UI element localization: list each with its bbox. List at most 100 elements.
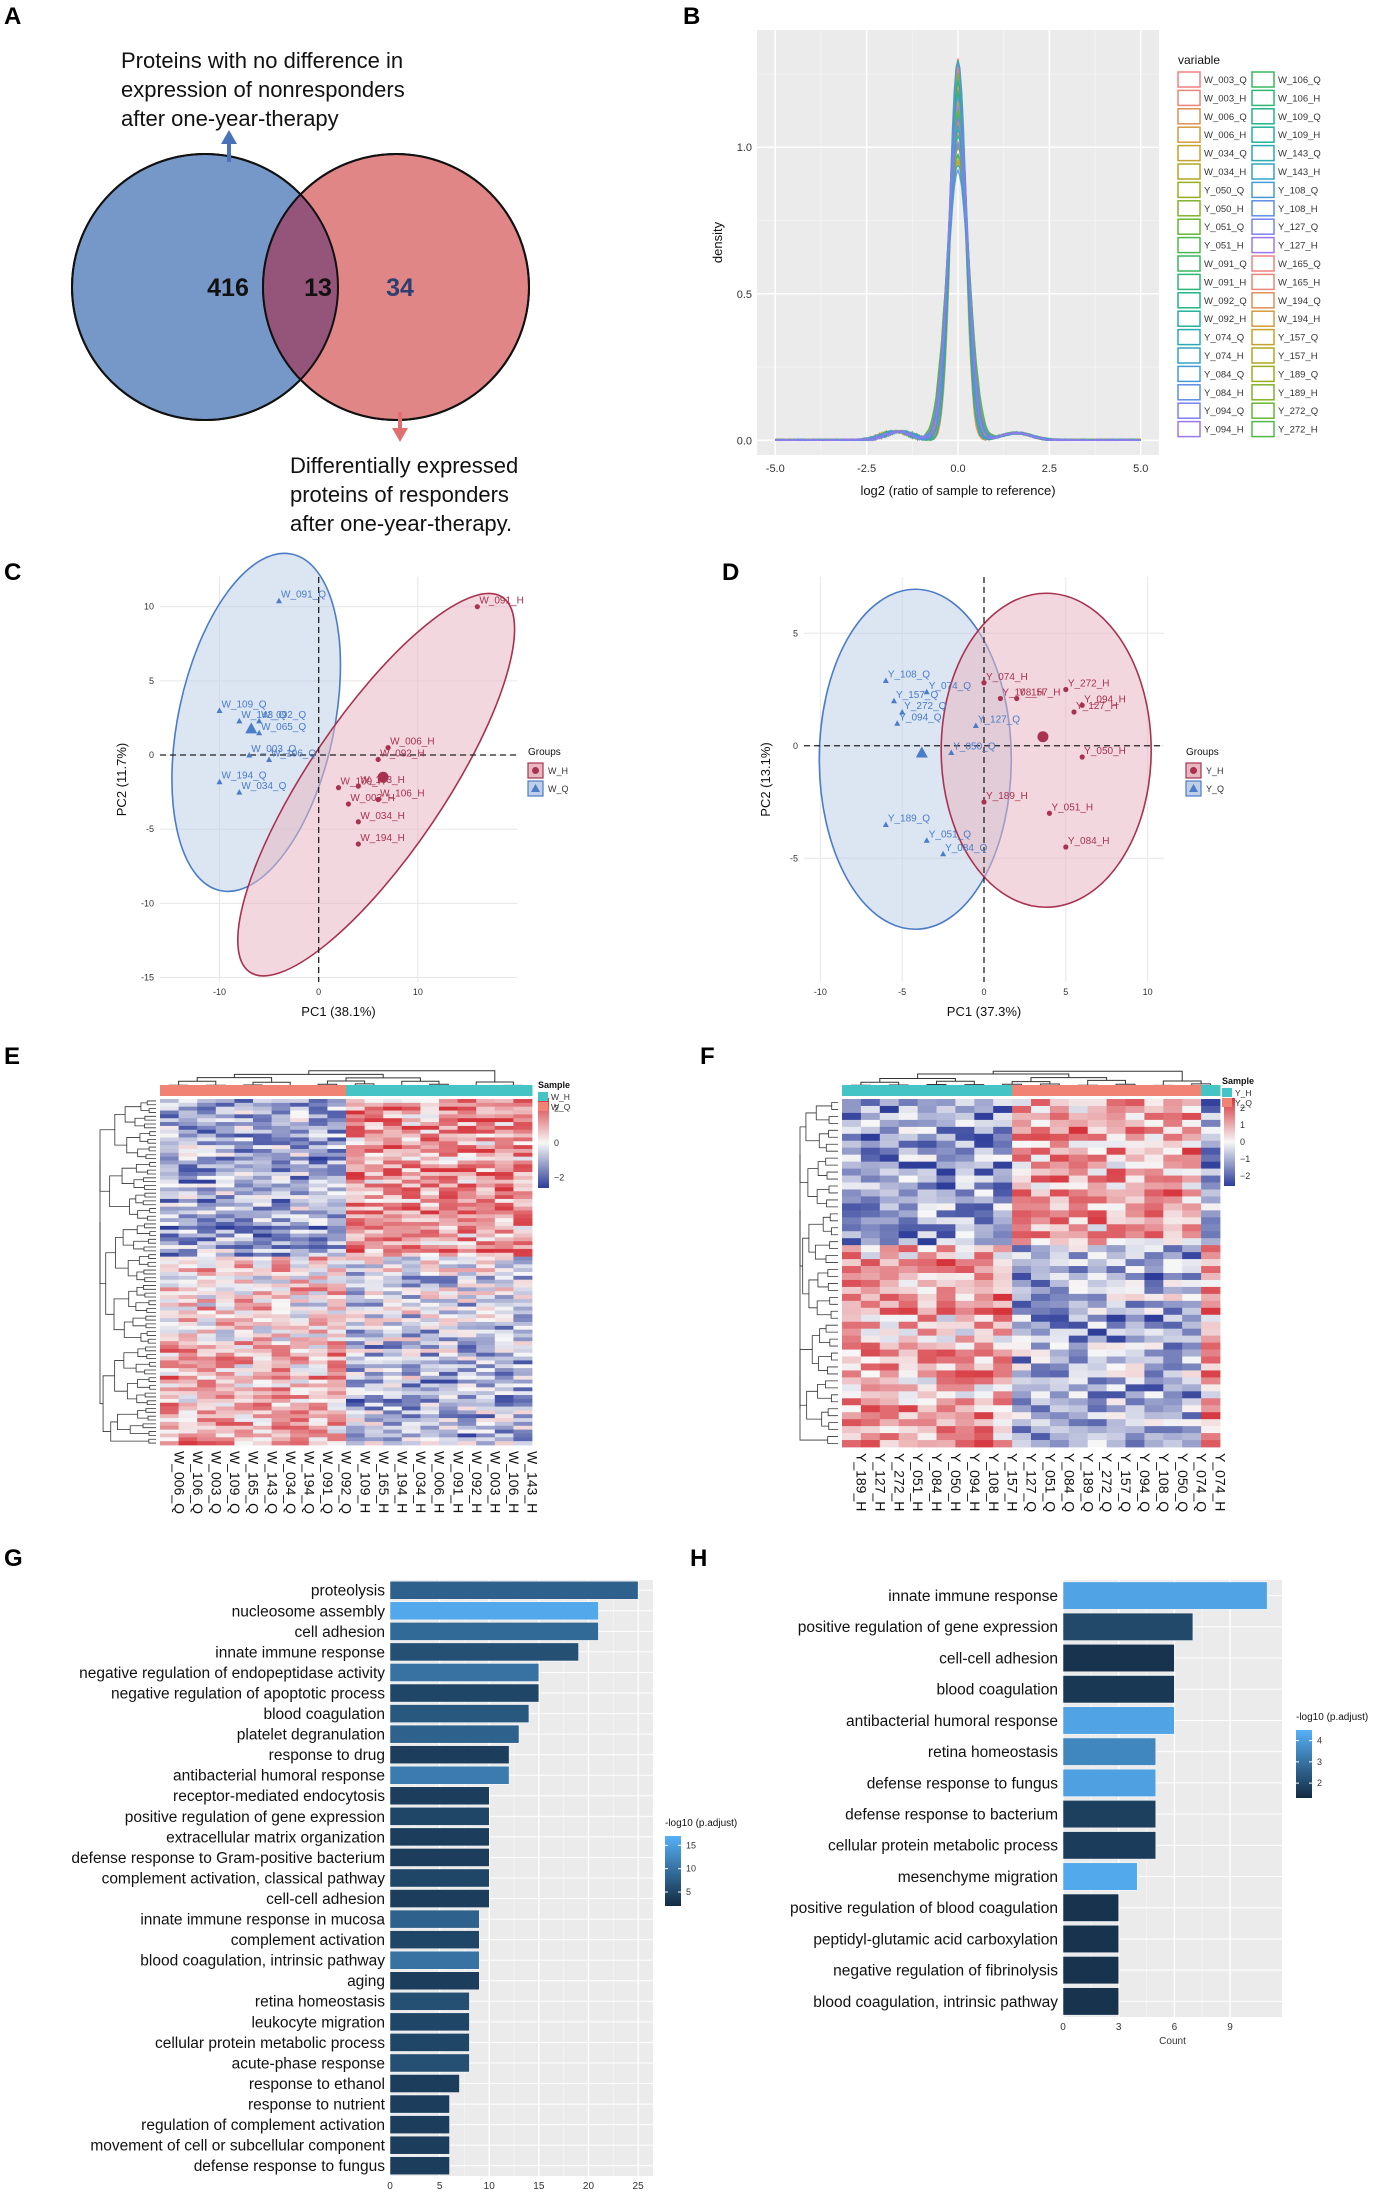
heatmap-cell <box>215 1356 235 1361</box>
heatmap-cell <box>253 1379 272 1384</box>
heatmap-cell <box>234 1206 254 1211</box>
row-dendrogram-branch <box>99 1222 104 1405</box>
heatmap-cell <box>917 1349 937 1357</box>
heatmap-cell <box>439 1106 458 1111</box>
legend-key <box>1177 273 1201 291</box>
heatmap-cell <box>327 1229 347 1234</box>
heatmap-cell <box>898 1356 918 1364</box>
heatmap-cell <box>401 1191 421 1196</box>
annotation-cell <box>879 1085 900 1096</box>
y-tick-label: -10 <box>141 898 154 908</box>
heatmap-cell <box>364 1368 384 1373</box>
heatmap-cell <box>457 1272 477 1277</box>
heatmap-cell <box>308 1275 328 1281</box>
heatmap-cell <box>253 1129 272 1134</box>
bar <box>389 1807 490 1826</box>
heatmap-cell <box>1201 1217 1221 1225</box>
heatmap-cell <box>879 1238 900 1246</box>
heatmap-cell <box>513 1225 533 1231</box>
heatmap-cell <box>1087 1133 1107 1142</box>
heatmap-cell <box>197 1379 217 1384</box>
heatmap-cell <box>178 1225 198 1231</box>
heatmap-cell <box>1087 1224 1107 1232</box>
heatmap-cell <box>1049 1140 1070 1149</box>
legend-tick-label: 5 <box>686 1887 691 1897</box>
heatmap-cell <box>1144 1203 1164 1211</box>
heatmap-cell <box>936 1140 956 1149</box>
bar <box>389 2012 470 2032</box>
heatmap-cell <box>271 1148 291 1154</box>
heatmap-cell <box>234 1195 254 1200</box>
heatmap-cell <box>308 1164 328 1169</box>
heatmap-cell <box>178 1210 198 1215</box>
heatmap-cell <box>457 1210 477 1215</box>
heatmap-cell <box>178 1398 198 1404</box>
heatmap-cell <box>1031 1433 1051 1441</box>
heatmap-cell <box>513 1441 533 1446</box>
heatmap-cell <box>955 1147 975 1156</box>
row-dendrogram-branch <box>145 1323 156 1329</box>
heatmap-cell <box>327 1206 347 1211</box>
bar-category-label: antibacterial humoral response <box>846 1713 1058 1730</box>
legend-label: W_091_H <box>1204 277 1246 288</box>
heatmap-cell <box>1125 1203 1145 1211</box>
row-dendrogram-branch <box>148 1431 156 1436</box>
heatmap-cell <box>160 1291 179 1296</box>
heatmap-cell <box>1031 1133 1051 1142</box>
heatmap-cell <box>974 1405 994 1413</box>
heatmap-cell <box>439 1156 458 1161</box>
heatmap-cell <box>383 1175 403 1181</box>
heatmap-cell <box>1201 1426 1221 1434</box>
heatmap-cell <box>1087 1419 1107 1427</box>
column-label: W_143_Q <box>264 1451 280 1514</box>
legend-label: Y_050_H <box>1204 204 1244 215</box>
heatmap-cell <box>215 1321 235 1327</box>
row-dendrogram-branch <box>831 1394 838 1403</box>
heatmap-cell <box>215 1122 235 1127</box>
heatmap-cell <box>860 1203 881 1211</box>
heatmap-cell <box>879 1300 900 1309</box>
annotation-cell <box>1012 1085 1032 1096</box>
heatmap-cell <box>271 1264 291 1269</box>
heatmap-cell <box>1163 1356 1183 1364</box>
heatmap-cell <box>1163 1189 1183 1197</box>
heatmap-cell <box>439 1183 458 1188</box>
heatmap-cell <box>898 1217 918 1225</box>
heatmap-cell <box>160 1287 179 1292</box>
heatmap-cell <box>364 1179 384 1184</box>
column-dendrogram-branch <box>1087 1079 1126 1086</box>
pca-point <box>256 717 263 724</box>
heatmap-cell <box>457 1441 477 1446</box>
heatmap-cell <box>494 1206 514 1211</box>
heatmap-cell <box>364 1318 384 1323</box>
heatmap-cell <box>178 1106 198 1111</box>
heatmap-cell <box>974 1147 994 1156</box>
row-dendrogram-branch <box>145 1315 156 1321</box>
heatmap-cell <box>364 1295 384 1300</box>
heatmap-cell <box>494 1314 514 1319</box>
heatmap-cell <box>439 1383 458 1388</box>
heatmap-cell <box>860 1384 881 1392</box>
heatmap-cell <box>215 1114 235 1119</box>
heatmap-cell <box>494 1283 514 1288</box>
annotation-legend-key <box>1222 1098 1232 1107</box>
heatmap-cell <box>1201 1419 1221 1427</box>
column-dendrogram-branch <box>992 1070 1183 1082</box>
heatmap-cell <box>215 1202 235 1208</box>
heatmap-cell <box>494 1202 514 1208</box>
row-dendrogram-branch <box>829 1213 838 1222</box>
heatmap-cell <box>457 1356 477 1361</box>
heatmap-cell <box>993 1440 1013 1448</box>
heatmap-cell <box>327 1110 347 1115</box>
heatmap-cell <box>457 1279 477 1284</box>
row-dendrogram-branch <box>143 1185 156 1190</box>
heatmap-cell <box>494 1241 514 1246</box>
column-label: W_003_Q <box>209 1451 225 1514</box>
bar <box>1062 1862 1138 1891</box>
heatmap-cell <box>215 1175 235 1181</box>
heatmap-cell <box>936 1175 956 1183</box>
row-dendrogram-branch <box>147 1215 156 1221</box>
heatmap-cell <box>401 1329 421 1334</box>
heatmap-cell <box>160 1148 179 1154</box>
heatmap-cell <box>401 1345 421 1350</box>
